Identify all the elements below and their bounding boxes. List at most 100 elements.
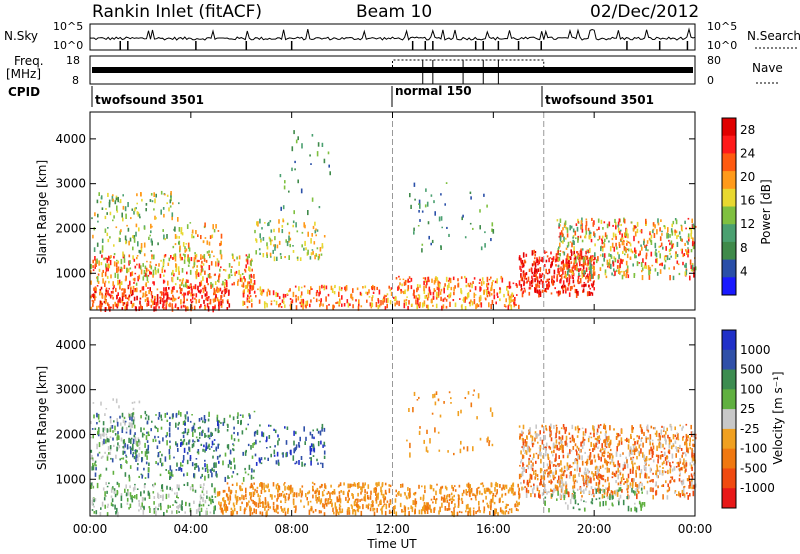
velocity-cell xyxy=(199,432,201,436)
velocity-cell xyxy=(573,484,576,489)
power-cell xyxy=(652,222,655,226)
velocity-cell xyxy=(628,452,631,457)
power-cell xyxy=(214,281,217,285)
power-cell xyxy=(604,238,606,242)
power-cell xyxy=(559,250,562,252)
power-cell xyxy=(338,291,340,297)
velocity-cell xyxy=(183,473,185,477)
velocity-cell xyxy=(333,489,336,494)
velocity-cell xyxy=(299,436,301,442)
velocity-cell xyxy=(259,495,261,498)
power-cell xyxy=(582,265,585,268)
velocity-cell xyxy=(253,482,255,485)
velocity-cell xyxy=(558,463,560,467)
velocity-cell xyxy=(547,472,549,475)
velocity-cell xyxy=(676,494,678,496)
power-cell xyxy=(341,295,343,300)
power-cell xyxy=(245,258,248,262)
power-cell xyxy=(150,304,153,308)
velocity-cell xyxy=(202,448,204,452)
power-cell xyxy=(126,267,128,273)
power-cell xyxy=(296,230,299,233)
velocity-cell xyxy=(458,510,461,513)
power-cell xyxy=(431,239,434,244)
power-cell xyxy=(288,255,290,260)
power-cell xyxy=(94,256,96,261)
velocity-cell xyxy=(236,495,239,502)
power-cell xyxy=(179,279,181,282)
velocity-cell xyxy=(672,461,674,464)
velocity-cell xyxy=(191,484,194,488)
power-cell xyxy=(593,287,595,291)
power-cell xyxy=(266,242,268,247)
velocity-cell xyxy=(554,471,557,475)
velocity-cell xyxy=(205,510,207,516)
power-cell xyxy=(298,286,300,292)
velocity-cell xyxy=(648,458,651,461)
power-cell xyxy=(572,228,575,233)
velocity-cell xyxy=(184,428,187,434)
power-cell xyxy=(212,298,215,303)
power-cell xyxy=(121,212,123,218)
velocity-cell xyxy=(651,454,654,458)
velocity-cell xyxy=(277,459,280,465)
power-cell xyxy=(589,267,591,271)
power-cell xyxy=(162,279,165,284)
power-cell xyxy=(327,293,330,297)
power-cell xyxy=(225,289,228,293)
power-cell xyxy=(494,280,497,284)
power-cell xyxy=(197,288,199,291)
power-cell xyxy=(194,254,197,260)
power-cell xyxy=(580,250,583,256)
power-cell xyxy=(560,261,563,265)
power-cell xyxy=(567,262,570,267)
power-cell xyxy=(663,255,666,261)
velocity-cell xyxy=(128,413,131,417)
velocity-cell xyxy=(604,467,607,470)
velocity-cell xyxy=(106,490,108,494)
power-cell xyxy=(677,234,680,237)
velocity-cell xyxy=(415,500,418,505)
power-cell xyxy=(307,210,309,216)
power-cell xyxy=(659,236,662,241)
velocity-cell xyxy=(92,457,94,462)
velocity-cell xyxy=(162,489,164,492)
velocity-cell xyxy=(448,498,451,502)
velocity-cell xyxy=(249,414,251,419)
velocity-cell xyxy=(504,492,507,496)
velocity-cell xyxy=(323,441,326,446)
power-cell xyxy=(492,280,494,282)
velocity-cell xyxy=(453,499,455,502)
velocity-cell xyxy=(233,457,235,463)
velocity-cell xyxy=(521,467,523,470)
velocity-cell xyxy=(519,433,521,439)
velocity-cell xyxy=(530,474,533,480)
power-cell xyxy=(679,235,682,239)
power-cell xyxy=(593,261,595,265)
velocity-cell xyxy=(578,455,581,460)
velocity-cell xyxy=(219,454,221,457)
power-cell xyxy=(137,211,140,217)
velocity-cell xyxy=(558,441,560,445)
velocity-cell xyxy=(358,482,360,487)
velocity-cell xyxy=(535,433,537,439)
velocity-cell xyxy=(617,433,620,437)
velocity-cell xyxy=(369,507,372,512)
nsky-label: N.Sky xyxy=(4,29,38,43)
velocity-cell xyxy=(479,490,481,495)
velocity-cell xyxy=(198,505,201,511)
velocity-cell xyxy=(682,435,685,438)
velocity-cell xyxy=(294,509,297,513)
power-cell xyxy=(483,281,485,285)
power-cell xyxy=(139,290,142,293)
velocity-cell xyxy=(231,475,233,478)
velocity-cell xyxy=(608,482,610,488)
velocity-cell xyxy=(536,477,539,481)
power-cell xyxy=(440,246,442,250)
power-cell xyxy=(621,240,624,246)
velocity-cell xyxy=(270,453,272,458)
power-cell xyxy=(436,286,439,291)
velocity-cell xyxy=(250,474,253,480)
velocity-cell xyxy=(666,455,668,458)
power-cell xyxy=(567,267,570,273)
